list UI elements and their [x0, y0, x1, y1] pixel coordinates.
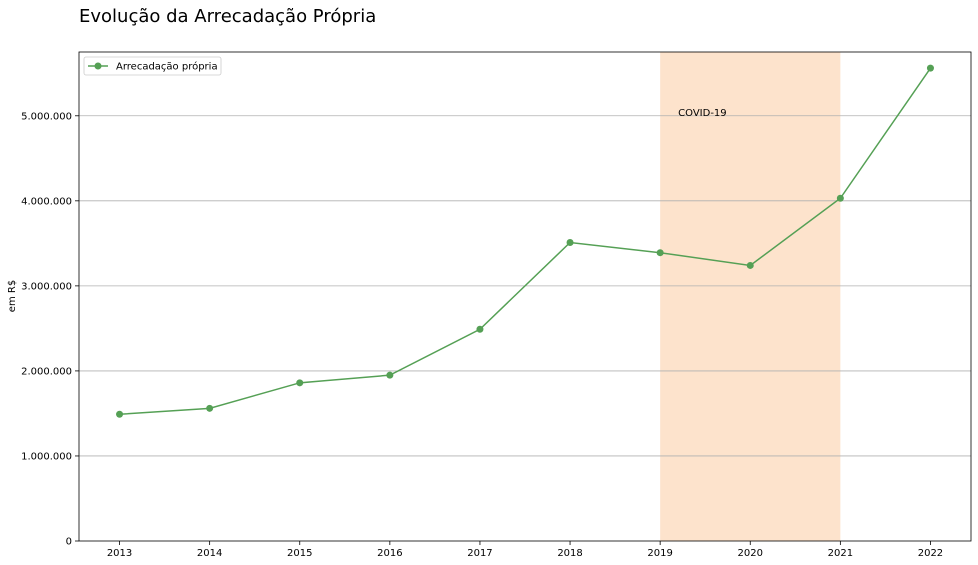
x-tick-label: 2017 [467, 548, 492, 559]
x-tick-label: 2015 [287, 548, 312, 559]
x-tick-label: 2020 [738, 548, 763, 559]
y-tick-label: 0 [66, 537, 72, 548]
legend-label: Arrecadação própria [116, 61, 218, 73]
series-line [119, 67, 932, 416]
x-tick-label: 2021 [828, 548, 853, 559]
y-tick-label: 3.000.000 [21, 281, 72, 292]
data-point [656, 249, 664, 257]
series-layer [116, 64, 934, 418]
x-tick-label: 2018 [557, 548, 582, 559]
y-tick-label: 5.000.000 [21, 111, 72, 122]
data-point [926, 64, 934, 72]
x-tick-label: 2016 [377, 548, 402, 559]
y-tick-label: 4.000.000 [21, 196, 72, 207]
chart-title: Evolução da Arrecadação Própria [79, 6, 376, 27]
y-tick-label: 2.000.000 [21, 366, 72, 377]
legend-box [83, 56, 222, 76]
x-tick-label: 2014 [197, 548, 222, 559]
covid-shaded-region-layer [660, 52, 841, 541]
data-point [566, 238, 574, 246]
x-tick-label: 2022 [918, 548, 943, 559]
data-point [116, 410, 124, 418]
x-tick-label: 2013 [107, 548, 132, 559]
covid-shaded-region [660, 52, 841, 541]
data-point [206, 404, 214, 412]
plot-frame [78, 51, 972, 542]
y-tick-label: 1.000.000 [21, 451, 72, 462]
legend-marker [94, 62, 102, 70]
axis-ticks-layer: 0 1.000.000 2.000.000 3.000.000 4.000.000 5.0… [21, 111, 943, 559]
data-point [476, 325, 484, 333]
covid-annotation: COVID-19 [678, 108, 727, 119]
legend: Arrecadação própria [83, 56, 222, 76]
x-tick-label: 2019 [647, 548, 672, 559]
data-point [386, 371, 394, 379]
data-point [746, 261, 754, 269]
data-point [836, 194, 844, 202]
data-point [296, 379, 304, 387]
y-axis-label: em R$ [7, 280, 18, 312]
